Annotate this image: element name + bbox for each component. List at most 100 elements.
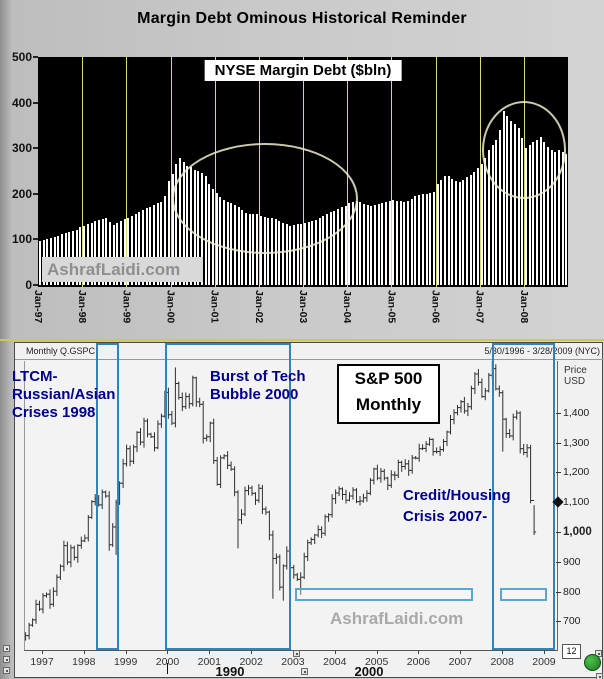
ohlc-bars [25,361,537,641]
margin-bar [366,205,369,285]
margin-bar [311,221,314,285]
window-handle-icon[interactable] [3,645,10,652]
margin-x-tick-label: Jan-97 [32,290,44,324]
price-tick-label: 1,300 [563,436,590,449]
margin-bar [362,203,365,285]
year-tick [502,650,504,654]
margin-bar [377,203,380,285]
window-handle-icon[interactable] [596,673,603,679]
margin-y-tick [33,147,38,150]
margin-bar [524,148,527,285]
sp500-label-line2: Monthly [355,395,422,414]
margin-bar [108,222,111,285]
annotation-credit-line1: Credit/Housing [403,487,511,504]
january-gridline [126,57,128,287]
price-tick [556,621,561,623]
margin-bar [101,218,104,285]
margin-bar [528,145,531,285]
year-label: 1997 [30,656,54,668]
annotation-tech-bubble: Burst of Tech Bubble 2000 [210,368,306,404]
margin-bar [86,224,89,285]
margin-bar [340,207,343,285]
margin-bar [292,225,295,285]
margin-bar [296,224,299,285]
margin-bar [355,201,358,285]
margin-bar [359,202,362,285]
margin-x-tick-label: Jan-08 [517,290,530,324]
decade-boundary-tick [167,663,168,674]
year-tick [376,650,378,654]
year-tick [42,650,43,654]
margin-bar [477,168,480,285]
window-handle-icon[interactable] [293,650,300,657]
margin-bar [502,111,505,285]
price-tick-label: 1,400 [563,406,590,419]
year-label: 2005 [364,656,389,668]
margin-bar [373,204,376,285]
year-label: 2001 [197,656,221,668]
highlight-ellipse-2007-peak [482,101,566,199]
margin-bar [315,219,318,285]
margin-x-tick-label: Jan-00 [164,290,177,324]
price-tick-label: 1,200 [563,466,590,479]
margin-x-tick-label: Jan-99 [120,290,133,324]
year-tick [418,650,420,654]
interval-badge[interactable]: 12 [562,644,581,659]
margin-x-tick-label: Jan-06 [429,290,442,324]
margin-x-tick-label: Jan-98 [76,290,89,324]
year-label: 2003 [281,656,305,668]
price-tick-label: 1,100 [563,496,590,509]
margin-bar [506,116,509,285]
january-gridline [479,57,481,287]
price-tick [556,591,561,593]
price-tick [556,561,561,563]
sp500-plot [24,361,558,651]
margin-bar [281,222,284,285]
price-axis-title-line1: Price [564,365,587,376]
margin-y-tick [33,101,38,104]
price-tick-label: 900 [563,555,581,568]
margin-bar [164,195,167,285]
margin-bar [134,213,137,285]
year-label: 2002 [239,656,263,668]
status-green-dot-icon[interactable] [584,654,601,671]
year-tick [543,650,545,654]
annotation-tech-line1: Burst of Tech [210,368,306,385]
margin-x-tick-label: Jan-02 [252,290,265,324]
margin-bar [532,142,535,285]
margin-bar [429,192,432,285]
year-label: 2007 [448,656,472,668]
margin-bar [167,181,170,285]
margin-bar [285,223,288,285]
annotation-tech-line2: Bubble 2000 [210,386,299,403]
price-tick [556,472,561,474]
support-zone-rect-short [500,588,547,601]
margin-x-tick-label: Jan-04 [341,290,354,324]
instrument-label: Monthly Q.GSPC [26,346,96,356]
margin-bar [443,175,446,285]
margin-bar [495,139,498,285]
panel-separator-line [0,339,604,341]
margin-bar [112,225,115,285]
margin-bar [510,120,513,285]
window-handle-icon[interactable] [3,667,10,674]
january-gridline [170,57,172,287]
margin-bar [558,150,561,285]
window-handle-icon[interactable] [3,656,10,663]
margin-y-tick-label: 500 [11,50,32,64]
margin-bar [539,136,542,285]
margin-y-tick-label: 0 [25,278,32,292]
margin-bar [543,141,546,285]
highlight-ellipse-2000-peak [172,143,358,254]
price-tick [556,412,561,414]
window-handle-icon[interactable] [301,668,308,675]
annotation-credit-crisis: Credit/Housing Crisis 2007- [403,485,511,527]
price-tick-label: 700 [563,615,581,628]
margin-bar [454,181,457,285]
margin-bar [385,202,387,285]
margin-bar [399,201,402,285]
margin-bar [407,200,410,285]
margin-bar [344,206,347,285]
margin-chart-title: Margin Debt Ominous Historical Reminder [137,10,467,27]
